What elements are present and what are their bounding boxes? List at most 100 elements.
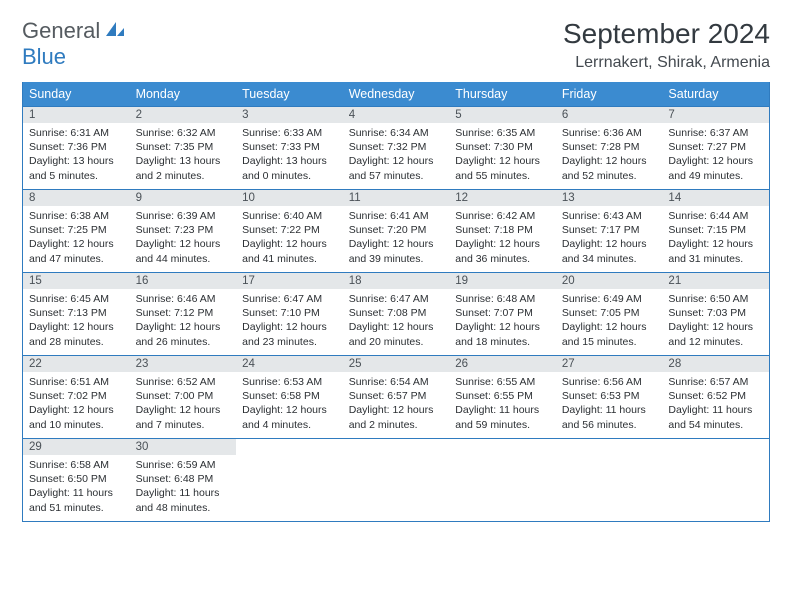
- sunrise-text: Sunrise: 6:33 AM: [242, 126, 337, 140]
- sunset-text: Sunset: 7:03 PM: [668, 306, 763, 320]
- weekday-header: Saturday: [662, 82, 769, 106]
- sunrise-text: Sunrise: 6:49 AM: [562, 292, 657, 306]
- day-details: Sunrise: 6:36 AMSunset: 7:28 PMDaylight:…: [556, 123, 663, 187]
- day-number: 6: [556, 107, 663, 123]
- day-number: 15: [23, 273, 130, 289]
- day-number: 17: [236, 273, 343, 289]
- day-details: Sunrise: 6:40 AMSunset: 7:22 PMDaylight:…: [236, 206, 343, 270]
- sunset-text: Sunset: 7:07 PM: [455, 306, 550, 320]
- day-details: Sunrise: 6:52 AMSunset: 7:00 PMDaylight:…: [130, 372, 237, 436]
- day-cell: 21Sunrise: 6:50 AMSunset: 7:03 PMDayligh…: [662, 273, 769, 355]
- day-number: 20: [556, 273, 663, 289]
- day-number: 26: [449, 356, 556, 372]
- daylight-text: Daylight: 12 hours and 57 minutes.: [349, 154, 444, 182]
- sunset-text: Sunset: 7:35 PM: [136, 140, 231, 154]
- day-number: 10: [236, 190, 343, 206]
- sunrise-text: Sunrise: 6:41 AM: [349, 209, 444, 223]
- daylight-text: Daylight: 11 hours and 54 minutes.: [668, 403, 763, 431]
- day-number: 12: [449, 190, 556, 206]
- sunrise-text: Sunrise: 6:45 AM: [29, 292, 124, 306]
- sunrise-text: Sunrise: 6:31 AM: [29, 126, 124, 140]
- sunset-text: Sunset: 7:22 PM: [242, 223, 337, 237]
- weekday-header-row: SundayMondayTuesdayWednesdayThursdayFrid…: [23, 82, 769, 106]
- sunset-text: Sunset: 7:10 PM: [242, 306, 337, 320]
- day-details: Sunrise: 6:59 AMSunset: 6:48 PMDaylight:…: [130, 455, 237, 519]
- day-number: 4: [343, 107, 450, 123]
- daylight-text: Daylight: 12 hours and 10 minutes.: [29, 403, 124, 431]
- sunset-text: Sunset: 7:02 PM: [29, 389, 124, 403]
- daylight-text: Daylight: 12 hours and 52 minutes.: [562, 154, 657, 182]
- sunset-text: Sunset: 7:15 PM: [668, 223, 763, 237]
- day-cell: 9Sunrise: 6:39 AMSunset: 7:23 PMDaylight…: [130, 190, 237, 272]
- sunset-text: Sunset: 7:00 PM: [136, 389, 231, 403]
- sunrise-text: Sunrise: 6:48 AM: [455, 292, 550, 306]
- day-details: Sunrise: 6:43 AMSunset: 7:17 PMDaylight:…: [556, 206, 663, 270]
- sunrise-text: Sunrise: 6:59 AM: [136, 458, 231, 472]
- day-cell: 17 Sunrise: 6:47 AMSunset: 7:10 PMDayligh…: [236, 273, 343, 355]
- day-cell: 14 Sunrise: 6:44 AMSunset: 7:15 PMDayligh…: [662, 190, 769, 272]
- daylight-text: Daylight: 12 hours and 49 minutes.: [668, 154, 763, 182]
- daylight-text: Daylight: 12 hours and 47 minutes.: [29, 237, 124, 265]
- day-cell: [343, 439, 450, 521]
- day-details: Sunrise: 6:32 AMSunset: 7:35 PMDaylight:…: [130, 123, 237, 187]
- sunset-text: Sunset: 7:17 PM: [562, 223, 657, 237]
- day-details: Sunrise: 6:47 AMSunset: 7:08 PMDaylight:…: [343, 289, 450, 353]
- day-number: 21: [662, 273, 769, 289]
- sunrise-text: Sunrise: 6:57 AM: [668, 375, 763, 389]
- day-details: Sunrise: 6:34 AMSunset: 7:32 PMDaylight:…: [343, 123, 450, 187]
- day-number: 19: [449, 273, 556, 289]
- day-cell: 8Sunrise: 6:38 AMSunset: 7:25 PMDaylight…: [23, 190, 130, 272]
- sunset-text: Sunset: 7:28 PM: [562, 140, 657, 154]
- sunrise-text: Sunrise: 6:43 AM: [562, 209, 657, 223]
- day-details: Sunrise: 6:38 AMSunset: 7:25 PMDaylight:…: [23, 206, 130, 270]
- sunset-text: Sunset: 6:53 PM: [562, 389, 657, 403]
- day-cell: 20Sunrise: 6:49 AMSunset: 7:05 PMDayligh…: [556, 273, 663, 355]
- day-number: 7: [662, 107, 769, 123]
- sunset-text: Sunset: 7:33 PM: [242, 140, 337, 154]
- daylight-text: Daylight: 12 hours and 12 minutes.: [668, 320, 763, 348]
- day-number: 9: [130, 190, 237, 206]
- day-cell: 24Sunrise: 6:53 AMSunset: 6:58 PMDayligh…: [236, 356, 343, 438]
- day-cell: 28Sunrise: 6:57 AMSunset: 6:52 PMDayligh…: [662, 356, 769, 438]
- day-details: Sunrise: 6:39 AMSunset: 7:23 PMDaylight:…: [130, 206, 237, 270]
- sunrise-text: Sunrise: 6:53 AM: [242, 375, 337, 389]
- sunset-text: Sunset: 7:36 PM: [29, 140, 124, 154]
- sunrise-text: Sunrise: 6:39 AM: [136, 209, 231, 223]
- day-details: Sunrise: 6:50 AMSunset: 7:03 PMDaylight:…: [662, 289, 769, 353]
- daylight-text: Daylight: 12 hours and 2 minutes.: [349, 403, 444, 431]
- weekday-header: Monday: [130, 82, 237, 106]
- daylight-text: Daylight: 12 hours and 31 minutes.: [668, 237, 763, 265]
- sunrise-text: Sunrise: 6:47 AM: [242, 292, 337, 306]
- day-cell: 5Sunrise: 6:35 AMSunset: 7:30 PMDaylight…: [449, 107, 556, 189]
- daylight-text: Daylight: 13 hours and 2 minutes.: [136, 154, 231, 182]
- day-details: Sunrise: 6:58 AMSunset: 6:50 PMDaylight:…: [23, 455, 130, 519]
- day-details: Sunrise: 6:57 AMSunset: 6:52 PMDaylight:…: [662, 372, 769, 436]
- sunset-text: Sunset: 7:30 PM: [455, 140, 550, 154]
- daylight-text: Daylight: 12 hours and 23 minutes.: [242, 320, 337, 348]
- day-cell: 7Sunrise: 6:37 AMSunset: 7:27 PMDaylight…: [662, 107, 769, 189]
- day-details: Sunrise: 6:41 AMSunset: 7:20 PMDaylight:…: [343, 206, 450, 270]
- day-number: 30: [130, 439, 237, 455]
- sunrise-text: Sunrise: 6:50 AM: [668, 292, 763, 306]
- sunset-text: Sunset: 7:13 PM: [29, 306, 124, 320]
- sunrise-text: Sunrise: 6:36 AM: [562, 126, 657, 140]
- day-number: 29: [23, 439, 130, 455]
- day-cell: 26Sunrise: 6:55 AMSunset: 6:55 PMDayligh…: [449, 356, 556, 438]
- weekday-header: Tuesday: [236, 82, 343, 106]
- day-details: Sunrise: 6:49 AMSunset: 7:05 PMDaylight:…: [556, 289, 663, 353]
- daylight-text: Daylight: 13 hours and 5 minutes.: [29, 154, 124, 182]
- sunrise-text: Sunrise: 6:44 AM: [668, 209, 763, 223]
- day-number: 2: [130, 107, 237, 123]
- day-cell: 19Sunrise: 6:48 AMSunset: 7:07 PMDayligh…: [449, 273, 556, 355]
- day-number: 3: [236, 107, 343, 123]
- week-row: 8Sunrise: 6:38 AMSunset: 7:25 PMDaylight…: [23, 189, 769, 272]
- logo: General Blue: [22, 18, 126, 70]
- day-cell: 23Sunrise: 6:52 AMSunset: 7:00 PMDayligh…: [130, 356, 237, 438]
- sunset-text: Sunset: 7:12 PM: [136, 306, 231, 320]
- day-cell: [236, 439, 343, 521]
- sunset-text: Sunset: 6:48 PM: [136, 472, 231, 486]
- day-number: 14: [662, 190, 769, 206]
- day-details: Sunrise: 6:53 AMSunset: 6:58 PMDaylight:…: [236, 372, 343, 436]
- daylight-text: Daylight: 12 hours and 44 minutes.: [136, 237, 231, 265]
- page-header: General Blue September 2024 Lerrnakert, …: [22, 18, 770, 72]
